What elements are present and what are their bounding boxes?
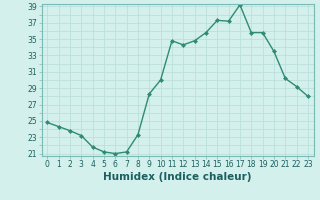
X-axis label: Humidex (Indice chaleur): Humidex (Indice chaleur) <box>103 172 252 182</box>
